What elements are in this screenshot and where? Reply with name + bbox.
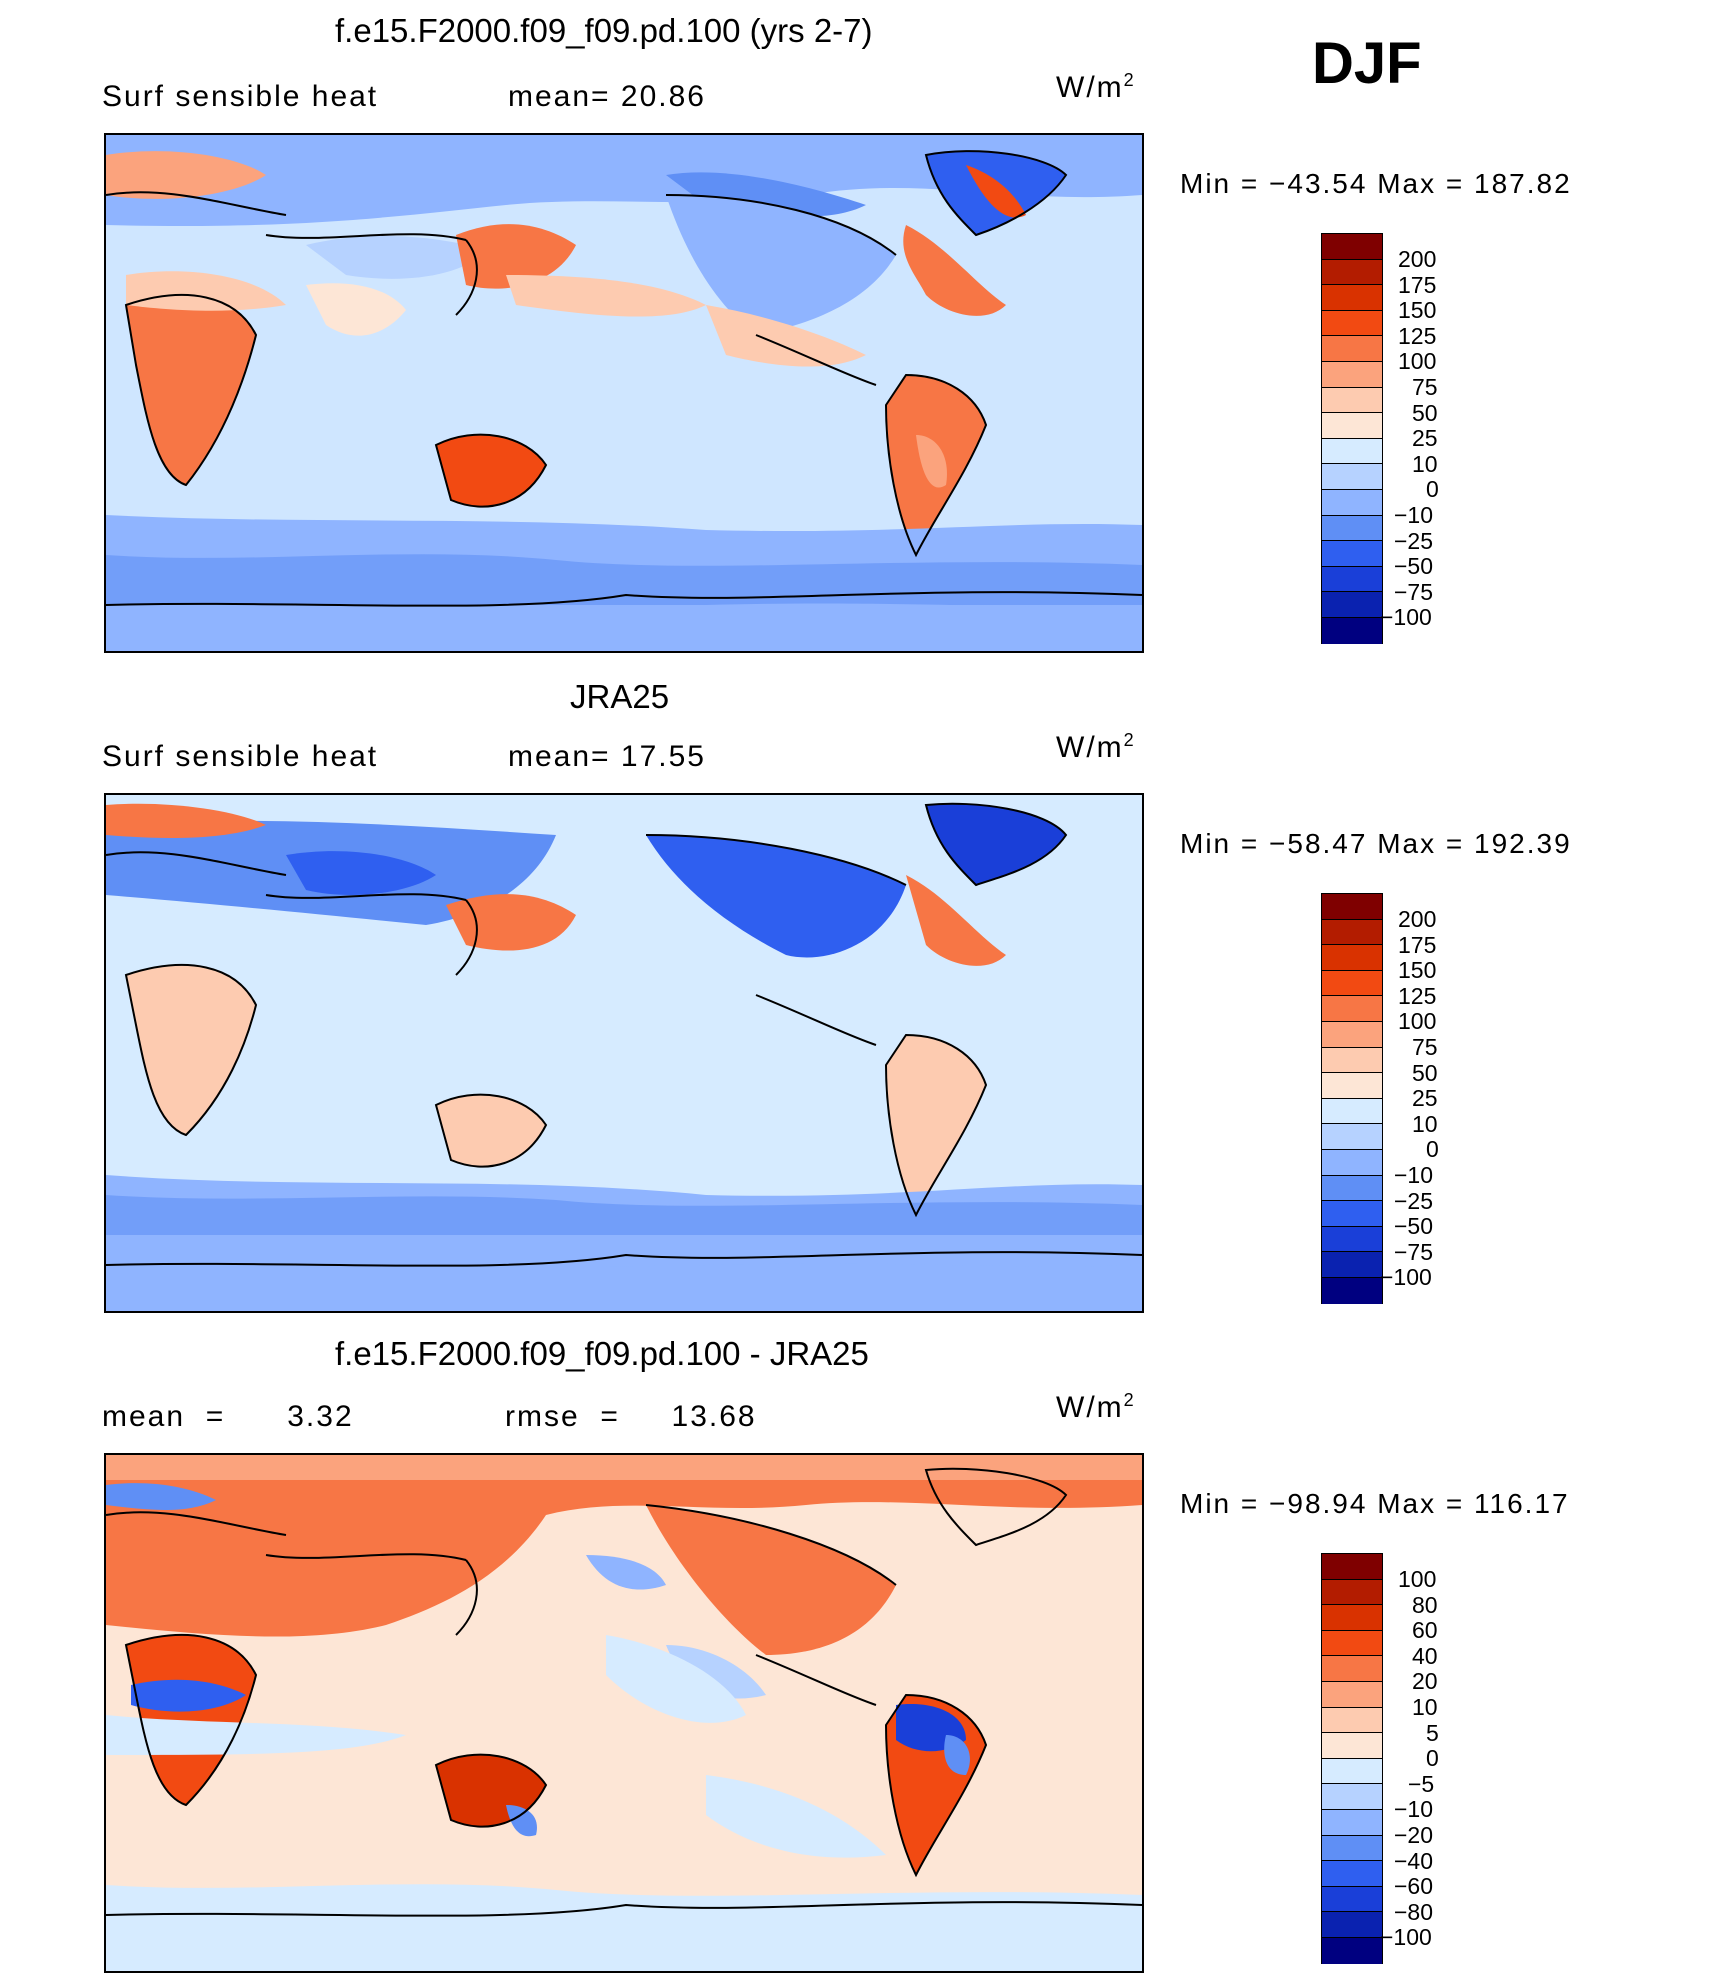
- panel2-variable-label: Surf sensible heat: [102, 740, 379, 773]
- colorbar-tick: 125: [1398, 982, 1437, 1009]
- colorbar-tick: −100: [1380, 1264, 1432, 1291]
- colorbar-tick: −40: [1394, 1847, 1434, 1874]
- colorbar-tick: −50: [1394, 1213, 1434, 1240]
- panel3-colorbar: [1321, 1553, 1383, 1964]
- colorbar-tick: 150: [1398, 957, 1437, 984]
- colorbar-tick: −10: [1394, 1796, 1434, 1823]
- panel2-units: W/m2: [1056, 730, 1136, 764]
- colorbar-tick: −75: [1394, 578, 1434, 605]
- panel3-rmse-label: rmse = 13.68: [505, 1400, 757, 1433]
- colorbar-tick: −5: [1408, 1770, 1435, 1797]
- colorbar-tick: −10: [1394, 1162, 1434, 1188]
- panel1-units: W/m2: [1056, 70, 1136, 104]
- colorbar-tick: −20: [1394, 1822, 1434, 1848]
- panel1-minmax: Min = −43.54 Max = 187.82: [1180, 168, 1572, 199]
- colorbar-tick: 75: [1412, 1034, 1438, 1060]
- colorbar-tick: 5: [1426, 1719, 1439, 1746]
- panel1-variable-label: Surf sensible heat: [102, 80, 379, 113]
- colorbar-tick: 175: [1398, 931, 1437, 958]
- colorbar-tick: 25: [1412, 1085, 1438, 1112]
- colorbar-tick: 0: [1426, 1136, 1439, 1163]
- panel2-map: [104, 793, 1144, 1313]
- colorbar-tick: 100: [1398, 1008, 1437, 1035]
- colorbar-tick: −100: [1380, 604, 1432, 631]
- colorbar-tick: 60: [1412, 1617, 1438, 1644]
- panel1-colorbar: [1321, 233, 1383, 644]
- panel2-title: JRA25: [570, 678, 670, 715]
- colorbar-tick: −75: [1394, 1238, 1434, 1265]
- colorbar-tick: 100: [1398, 348, 1437, 375]
- colorbar-tick: 25: [1412, 425, 1438, 452]
- colorbar-tick: −25: [1394, 527, 1434, 554]
- panel3-units: W/m2: [1056, 1390, 1136, 1424]
- colorbar-tick: 20: [1412, 1668, 1438, 1695]
- panel2-mean-label: mean= 17.55: [508, 740, 706, 773]
- colorbar-tick: 10: [1412, 1110, 1438, 1137]
- colorbar-tick: 10: [1412, 1694, 1438, 1720]
- colorbar-tick: 200: [1398, 906, 1437, 932]
- panel2-minmax: Min = −58.47 Max = 192.39: [1180, 828, 1572, 859]
- panel1-mean-label: mean= 20.86: [508, 80, 706, 113]
- colorbar-tick: 0: [1426, 476, 1439, 503]
- panel1-title: f.e15.F2000.f09_f09.pd.100 (yrs 2-7): [335, 12, 873, 49]
- colorbar-tick: 200: [1398, 246, 1437, 272]
- colorbar-tick: −100: [1380, 1924, 1432, 1951]
- colorbar-tick: −10: [1394, 502, 1434, 528]
- colorbar-tick: 10: [1412, 450, 1438, 477]
- colorbar-tick: 0: [1426, 1745, 1439, 1772]
- colorbar-tick: 150: [1398, 297, 1437, 324]
- panel3-title: f.e15.F2000.f09_f09.pd.100 - JRA25: [335, 1335, 869, 1372]
- colorbar-tick: 125: [1398, 322, 1437, 349]
- panel3-mean-label: mean = 3.32: [102, 1400, 354, 1433]
- colorbar-tick: 50: [1412, 399, 1438, 426]
- colorbar-tick: 80: [1412, 1591, 1438, 1618]
- colorbar-tick: −25: [1394, 1187, 1434, 1214]
- colorbar-tick: 75: [1412, 374, 1438, 400]
- colorbar-tick: 50: [1412, 1059, 1438, 1086]
- colorbar-tick: 100: [1398, 1566, 1437, 1592]
- panel3-minmax: Min = −98.94 Max = 116.17: [1180, 1488, 1570, 1519]
- colorbar-tick: −80: [1394, 1898, 1434, 1925]
- colorbar-tick: −50: [1394, 553, 1434, 580]
- panel2-colorbar: [1321, 893, 1383, 1304]
- season-label: DJF: [1312, 31, 1422, 96]
- colorbar-tick: −60: [1394, 1873, 1434, 1900]
- panel3-map: [104, 1453, 1144, 1973]
- colorbar-tick: 40: [1412, 1642, 1438, 1669]
- panel1-map: [104, 133, 1144, 653]
- colorbar-tick: 175: [1398, 271, 1437, 298]
